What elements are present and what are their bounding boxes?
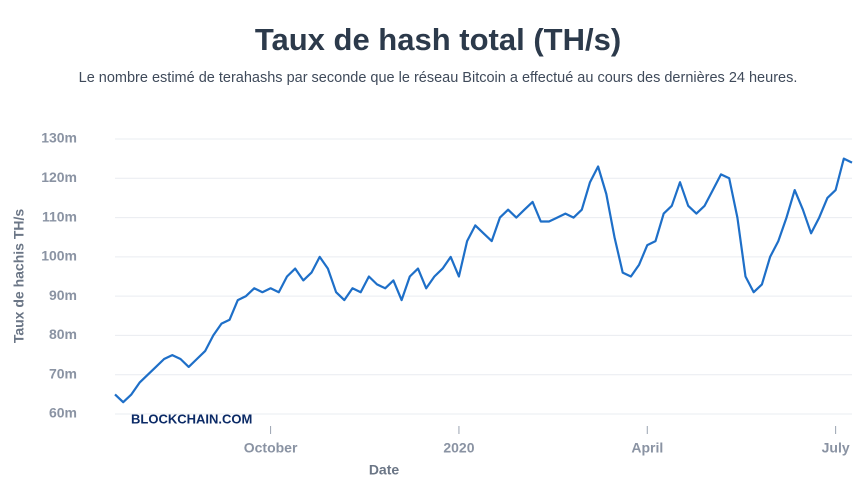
x-tick-label: 2020 xyxy=(443,440,474,456)
y-tick-label: 120m xyxy=(41,169,77,185)
x-axis-label: Date xyxy=(369,462,400,478)
y-tick-label: 90m xyxy=(49,287,77,303)
y-tick-label: 110m xyxy=(42,208,77,224)
y-tick-label: 60m xyxy=(49,405,77,421)
y-axis-label: Taux de hachis TH/s xyxy=(11,209,27,344)
y-tick-label: 130m xyxy=(41,130,77,146)
y-tick-label: 100m xyxy=(41,248,77,264)
chart-subtitle: Le nombre estimé de terahashs par second… xyxy=(79,70,798,86)
x-tick-label: April xyxy=(631,440,663,456)
chart-title: Taux de hash total (TH/s) xyxy=(255,22,621,57)
line-series xyxy=(114,157,853,404)
watermark: BLOCKCHAIN.COM xyxy=(131,411,252,426)
y-tick-label: 80m xyxy=(49,326,77,342)
x-tick-label: October xyxy=(244,440,298,456)
y-tick-label: 70m xyxy=(49,365,77,381)
x-tick-label: July xyxy=(822,440,850,456)
